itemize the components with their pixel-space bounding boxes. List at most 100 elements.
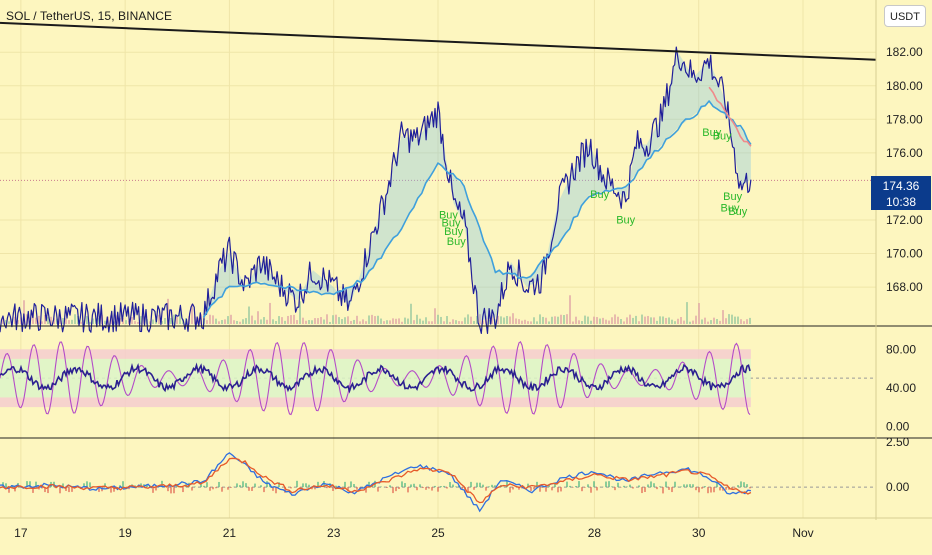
volume-bar [470, 317, 472, 324]
volume-bar [8, 321, 10, 324]
macd-histogram-bar [356, 487, 358, 490]
volume-bar [71, 320, 73, 324]
volume-bar [572, 322, 574, 324]
volume-bar [461, 321, 463, 324]
macd-histogram-bar [701, 487, 703, 489]
volume-bar [206, 320, 208, 324]
volume-bar [593, 317, 595, 324]
macd-histogram-bar [626, 487, 628, 488]
volume-bar [545, 318, 547, 324]
volume-bar [302, 318, 304, 324]
volume-bar [41, 321, 43, 324]
volume-bar [443, 321, 445, 324]
volume-bar [224, 319, 226, 324]
volume-bar [707, 322, 709, 324]
volume-bar [554, 316, 556, 324]
volume-bar [527, 321, 529, 324]
volume-bar [623, 321, 625, 324]
macd-histogram-bar [596, 487, 598, 490]
volume-bar [68, 320, 70, 324]
buy-signal-label: Buy [447, 236, 466, 248]
volume-bar [365, 321, 367, 324]
symbol-title[interactable]: SOL / TetherUS, 15, BINANCE [6, 9, 172, 23]
macd-histogram-bar [608, 481, 610, 487]
volume-bar [353, 320, 355, 324]
last-price-badge: 174.36 10:38 [871, 176, 931, 210]
macd-histogram-bar [593, 481, 595, 487]
oscillator-tick-label: 0.00 [886, 419, 910, 433]
macd-histogram-bar [221, 487, 223, 492]
volume-bar [371, 315, 373, 324]
x-tick-label: 19 [118, 526, 132, 540]
volume-bar [137, 322, 139, 324]
volume-bar [551, 317, 553, 324]
macd-histogram-bar [557, 487, 559, 492]
volume-bar [368, 315, 370, 324]
volume-bar [290, 315, 292, 324]
macd-histogram-bar [470, 482, 472, 487]
volume-bar [296, 320, 298, 324]
volume-bar [275, 321, 277, 324]
macd-histogram-bar [428, 487, 430, 488]
macd-histogram-bar [746, 484, 748, 487]
volume-bar [236, 321, 238, 324]
macd-histogram-bar [422, 487, 424, 488]
volume-bar [65, 318, 67, 324]
price-tick-label: 168.00 [886, 280, 923, 294]
macd-histogram-bar [326, 487, 328, 488]
volume-bar [314, 318, 316, 324]
volume-bar [209, 315, 211, 324]
macd-histogram-bar [350, 481, 352, 487]
volume-bar [215, 319, 217, 324]
macd-histogram-bar [239, 485, 241, 487]
macd-histogram-bar [533, 487, 535, 489]
price-tick-label: 182.00 [886, 45, 923, 59]
macd-histogram-bar [587, 484, 589, 487]
volume-bar [449, 322, 451, 324]
macd-histogram-bar [173, 487, 175, 493]
oscillator-tick-label: 80.00 [886, 342, 916, 356]
volume-bar [329, 322, 331, 324]
volume-bar [281, 317, 283, 324]
volume-bar [74, 314, 76, 324]
macd-histogram-bar [479, 483, 481, 487]
volume-bar [446, 316, 448, 324]
volume-bar [152, 320, 154, 324]
x-tick-label: 17 [14, 526, 28, 540]
buy-signal-label: Buy [713, 130, 732, 142]
macd-histogram-bar [434, 486, 436, 487]
volume-bar [689, 322, 691, 324]
volume-bar [176, 317, 178, 324]
volume-bar [626, 317, 628, 324]
volume-bar [437, 315, 439, 324]
volume-bar [389, 320, 391, 324]
macd-histogram-bar [344, 482, 346, 487]
volume-bar [125, 320, 127, 324]
macd-histogram-bar [581, 487, 583, 491]
volume-bar [557, 317, 559, 324]
macd-histogram-bar [212, 487, 214, 489]
macd-histogram-bar [590, 487, 592, 493]
x-tick-label: 21 [223, 526, 237, 540]
macd-histogram-bar [482, 485, 484, 487]
macd-histogram-bar [59, 487, 61, 493]
volume-bar [80, 322, 82, 324]
volume-bar [377, 316, 379, 324]
volume-bar [326, 314, 328, 324]
volume-bar [320, 317, 322, 324]
volume-bar [677, 319, 679, 324]
volume-bar [413, 320, 415, 324]
macd-histogram-bar [686, 484, 688, 487]
volume-bar [632, 318, 634, 324]
volume-bar [104, 321, 106, 324]
currency-button[interactable]: USDT [884, 5, 926, 27]
volume-bar [332, 315, 334, 324]
macd-histogram-bar [407, 487, 409, 492]
volume-bar [734, 317, 736, 324]
volume-bar [419, 319, 421, 324]
volume-bar [503, 318, 505, 324]
macd-histogram-bar [638, 485, 640, 487]
x-tick-label: 28 [588, 526, 602, 540]
